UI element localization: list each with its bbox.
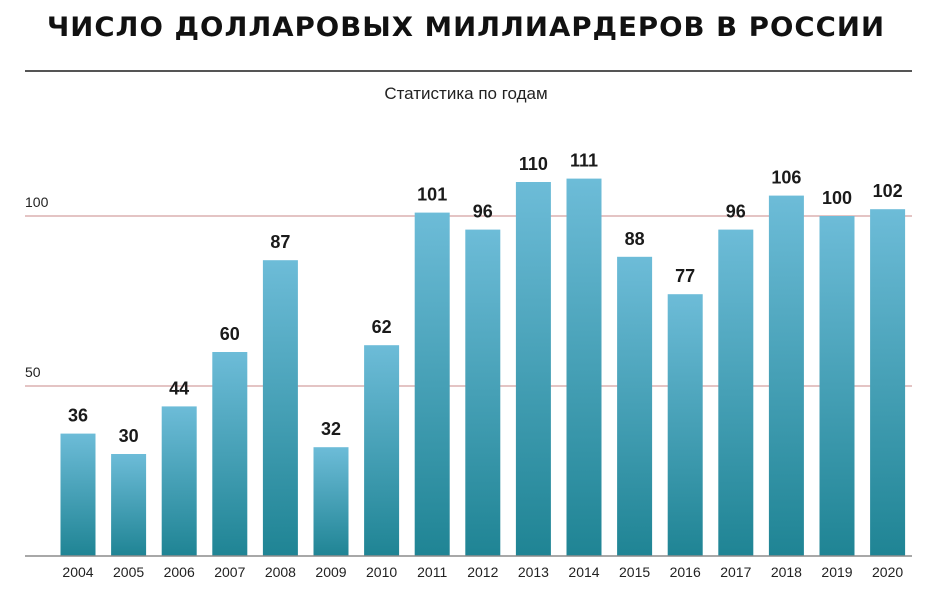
data-label-2014: 111	[570, 151, 598, 171]
data-label-2011: 101	[417, 185, 447, 205]
data-label-2007: 60	[220, 324, 240, 344]
data-label-2006: 44	[169, 378, 189, 398]
bar-2007	[212, 352, 248, 556]
x-tick-label-2015: 2015	[619, 564, 650, 580]
data-label-2008: 87	[270, 232, 290, 252]
data-label-2013: 110	[519, 154, 548, 174]
chart-subtitle: Статистика по годам	[384, 84, 548, 103]
bar-2012	[465, 229, 501, 556]
data-label-2015: 88	[625, 229, 645, 249]
x-tick-label-2016: 2016	[670, 564, 701, 580]
axis-layer: 50 100 2004 2005 2006 2007 2008 2009 2010 2011 201…	[25, 194, 912, 580]
x-tick-label-2005: 2005	[113, 564, 144, 580]
x-tick-label-2008: 2008	[265, 564, 296, 580]
x-tick-label-2007: 2007	[214, 564, 245, 580]
data-label-2012: 96	[473, 202, 493, 222]
data-label-2010: 62	[372, 317, 392, 337]
bar-2018	[768, 195, 804, 556]
x-tick-label-2018: 2018	[771, 564, 802, 580]
bar-layer	[60, 178, 906, 556]
bar-2010	[364, 345, 400, 556]
bar-2013	[515, 182, 551, 556]
x-tick-label-2009: 2009	[315, 564, 346, 580]
x-tick-label-2019: 2019	[821, 564, 852, 580]
y-tick-label: 50	[25, 364, 41, 380]
bar-2020	[870, 209, 906, 556]
x-tick-label-2006: 2006	[164, 564, 195, 580]
data-label-2020: 102	[873, 181, 903, 201]
bar-2017	[718, 229, 754, 556]
bar-2006	[161, 406, 197, 556]
x-tick-label-2014: 2014	[568, 564, 599, 580]
bar-2014	[566, 178, 602, 556]
x-tick-label-2012: 2012	[467, 564, 498, 580]
bar-2019	[819, 216, 855, 556]
title-divider	[25, 70, 912, 72]
x-tick-label-2017: 2017	[720, 564, 751, 580]
data-label-2009: 32	[321, 419, 341, 439]
data-label-2017: 96	[726, 202, 746, 222]
x-tick-label-2020: 2020	[872, 564, 903, 580]
bar-2016	[667, 294, 703, 556]
x-tick-label-2011: 2011	[417, 564, 447, 580]
data-label-2016: 77	[675, 266, 695, 286]
data-label-2005: 30	[119, 426, 139, 446]
y-tick-label: 100	[25, 194, 49, 210]
bar-2009	[313, 447, 349, 556]
bar-2011	[414, 212, 450, 556]
chart-title: ЧИСЛО ДОЛЛАРОВЫХ МИЛЛИАРДЕРОВ В РОССИИ	[46, 12, 886, 43]
x-tick-label-2013: 2013	[518, 564, 549, 580]
x-tick-label-2004: 2004	[62, 564, 93, 580]
data-label-2004: 36	[68, 406, 88, 426]
bar-2005	[111, 454, 147, 556]
bar-2004	[60, 433, 96, 556]
bar-2015	[617, 256, 653, 556]
data-label-2018: 106	[771, 168, 801, 188]
bar-2008	[262, 260, 298, 556]
data-label-2019: 100	[822, 188, 852, 208]
label-layer: 36 30 44 60 87 32 62 101 96 110 111 88 77 96 106 100 102	[68, 151, 903, 446]
x-tick-label-2010: 2010	[366, 564, 397, 580]
